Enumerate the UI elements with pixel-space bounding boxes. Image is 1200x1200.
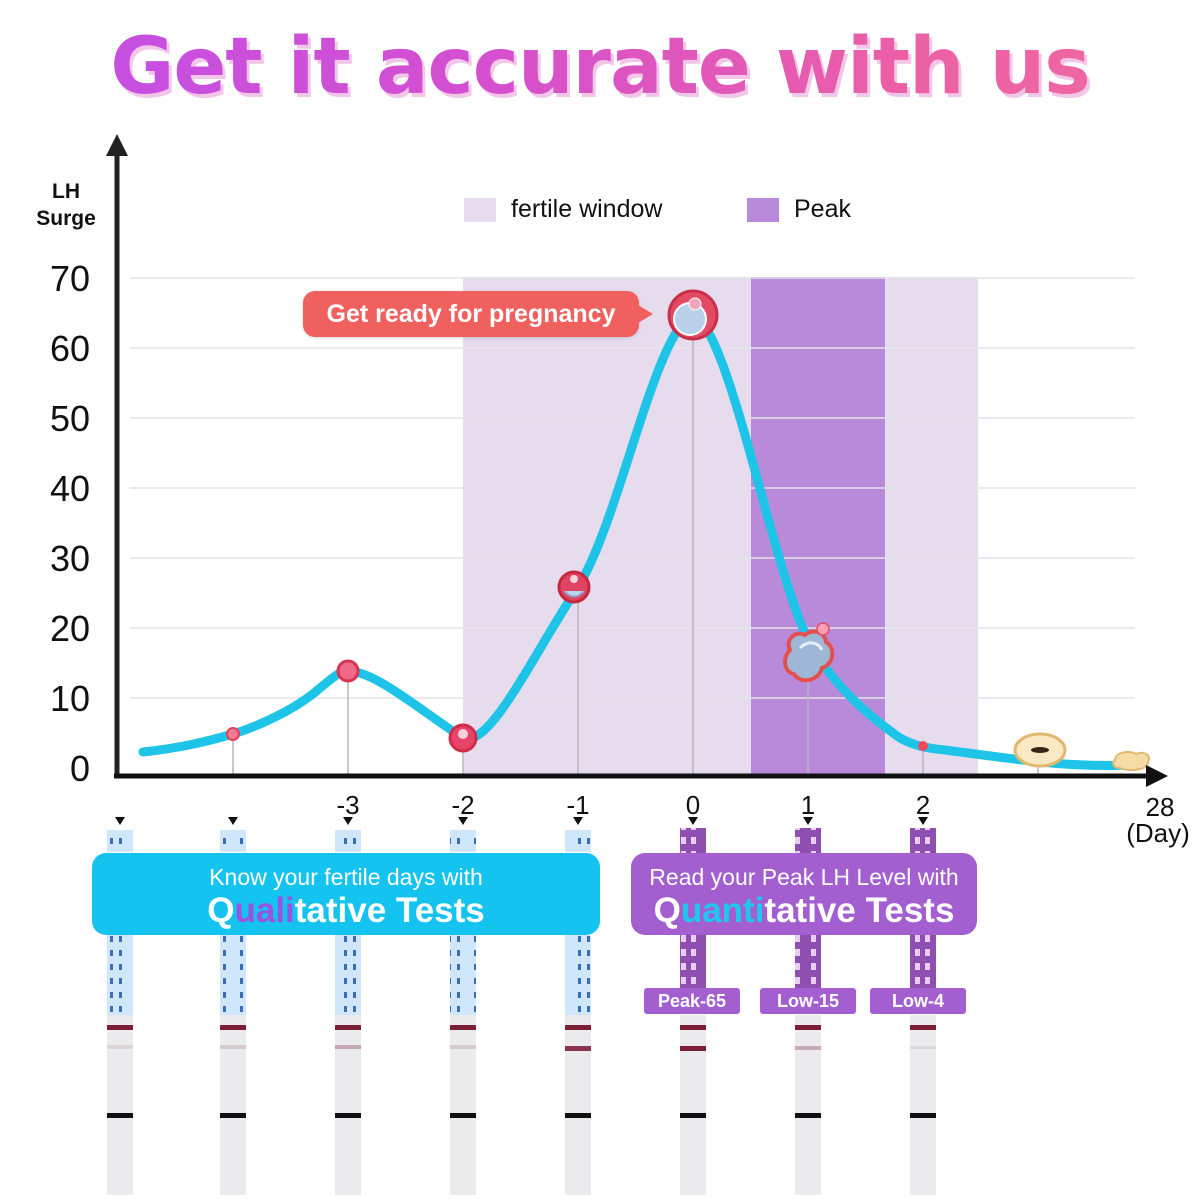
- y-axis-title-line1: LH: [52, 180, 80, 203]
- tag-low-4: Low-4: [870, 988, 966, 1014]
- lh-chart: [106, 134, 1168, 787]
- legend-label-peak: Peak: [794, 195, 851, 223]
- y-axis-title: LH Surge: [28, 178, 104, 232]
- headline: Get it accurate with us: [0, 22, 1200, 112]
- x-tick-minus2: -2: [451, 790, 475, 820]
- tag-peak-65: Peak-65: [644, 988, 740, 1014]
- pointer-icon: [803, 817, 813, 825]
- pointer-icon: [918, 817, 928, 825]
- quantitative-strip: [795, 828, 821, 1195]
- y-axis-title-line2: Surge: [36, 207, 96, 230]
- x-axis-unit: (Day): [1126, 818, 1190, 848]
- qualitative-banner-line1: Know your fertile days with: [209, 864, 483, 890]
- pointer-icon: [115, 817, 125, 825]
- qualitative-banner: Know your fertile days with Qualitative …: [92, 853, 600, 935]
- pointer-icon: [228, 817, 238, 825]
- quantitative-banner-line1: Read your Peak LH Level with: [649, 864, 959, 890]
- data-markers: [226, 289, 1150, 771]
- x-tick-0: 0: [685, 790, 701, 820]
- annotation-get-ready: Get ready for pregnancy: [303, 291, 653, 337]
- quantitative-banner: Read your Peak LH Level with Quantitativ…: [631, 853, 977, 935]
- legend-label-fertile: fertile window: [511, 195, 663, 223]
- y-tick-30: 30: [49, 538, 90, 579]
- qualitative-banner-line2: Qualitative Tests: [92, 891, 600, 931]
- pointer-icon: [458, 817, 468, 825]
- y-tick-40: 40: [49, 468, 90, 509]
- y-tick-0: 0: [69, 748, 90, 789]
- qual-letter: Q: [207, 891, 235, 930]
- qualitative-strip: [335, 830, 361, 1195]
- quantitative-banner-line2: Quantitative Tests: [631, 891, 977, 931]
- qualitative-strip: [220, 830, 246, 1195]
- y-tick-20: 20: [49, 608, 90, 649]
- legend-swatch-peak: [747, 198, 779, 222]
- quant-rest: tative Tests: [764, 891, 955, 930]
- qualitative-strip: [450, 830, 476, 1195]
- x-tick-2: 2: [915, 790, 931, 820]
- gridlines: [130, 277, 1135, 699]
- quantitative-strip: [680, 828, 706, 1195]
- y-tick-60: 60: [49, 328, 90, 369]
- pointer-icon: [573, 817, 583, 825]
- qual-rest: tative Tests: [294, 891, 485, 930]
- qualitative-strip: [565, 830, 591, 1195]
- x-axis-arrow-icon: [1146, 765, 1168, 787]
- x-tick-minus3: -3: [336, 790, 360, 820]
- pointer-icon: [343, 817, 353, 825]
- lh-curve: [138, 310, 1140, 771]
- y-tick-10: 10: [49, 678, 90, 719]
- pointer-icon: [688, 817, 698, 825]
- x-tick-1: 1: [800, 790, 816, 820]
- y-tick-70: 70: [49, 258, 90, 299]
- x-tick-28: 28: [1145, 792, 1175, 822]
- tag-low-15: Low-15: [760, 988, 856, 1014]
- x-tick-minus1: -1: [566, 790, 590, 820]
- qualitative-strip: [107, 830, 133, 1195]
- y-tick-50: 50: [49, 398, 90, 439]
- legend-swatch-fertile: [464, 198, 496, 222]
- quant-letter: Q: [653, 891, 681, 930]
- quantitative-strip: [910, 828, 936, 1195]
- qual-highlight: uali: [234, 891, 295, 930]
- quant-highlight: uanti: [680, 891, 765, 930]
- test-strips: [107, 828, 936, 1195]
- y-axis-arrow-icon: [106, 134, 128, 156]
